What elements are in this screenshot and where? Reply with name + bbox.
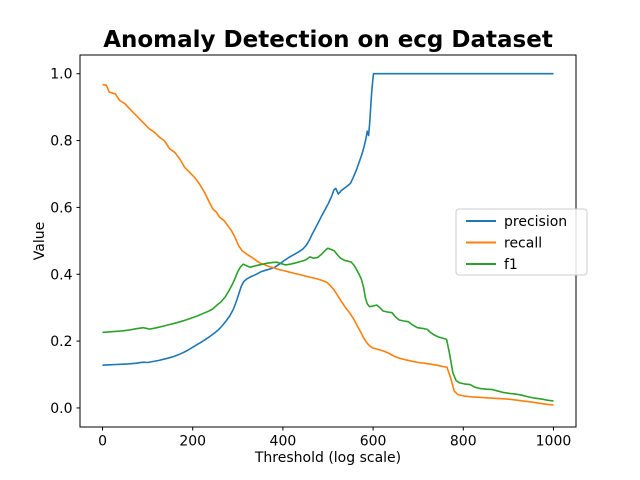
y-tick-label: 0.4 <box>50 267 72 283</box>
x-tick-label: 200 <box>179 434 206 450</box>
legend-box <box>455 208 588 276</box>
y-axis-ticks: 0.0 0.2 0.4 0.6 0.8 1.0 <box>50 67 80 417</box>
y-axis-label: Value <box>32 222 48 260</box>
y-tick-label: 0.6 <box>50 200 72 216</box>
legend-label-f1: f1 <box>504 257 518 273</box>
legend-label-recall: recall <box>504 236 542 252</box>
series-lines <box>102 72 554 406</box>
x-tick-label: 0 <box>98 434 107 450</box>
x-tick-label: 600 <box>360 434 387 450</box>
f1-line <box>102 247 554 402</box>
x-tick-label: 400 <box>270 434 297 450</box>
precision-line <box>102 72 554 366</box>
y-tick-label: 0.2 <box>50 334 72 350</box>
y-tick-label: 1.0 <box>50 67 72 83</box>
legend-label-precision: precision <box>504 214 567 230</box>
legend: precision recall f1 <box>455 208 588 276</box>
y-tick-label: 0.0 <box>50 401 72 417</box>
chart-title: Anomaly Detection on ecg Dataset <box>103 27 553 53</box>
x-axis-label: Threshold (log scale) <box>254 450 401 466</box>
recall-line <box>102 83 554 406</box>
x-axis-ticks: 0 200 400 600 800 1000 <box>98 427 571 450</box>
y-tick-label: 0.8 <box>50 134 72 150</box>
x-tick-label: 800 <box>450 434 477 450</box>
x-tick-label: 1000 <box>536 434 572 450</box>
